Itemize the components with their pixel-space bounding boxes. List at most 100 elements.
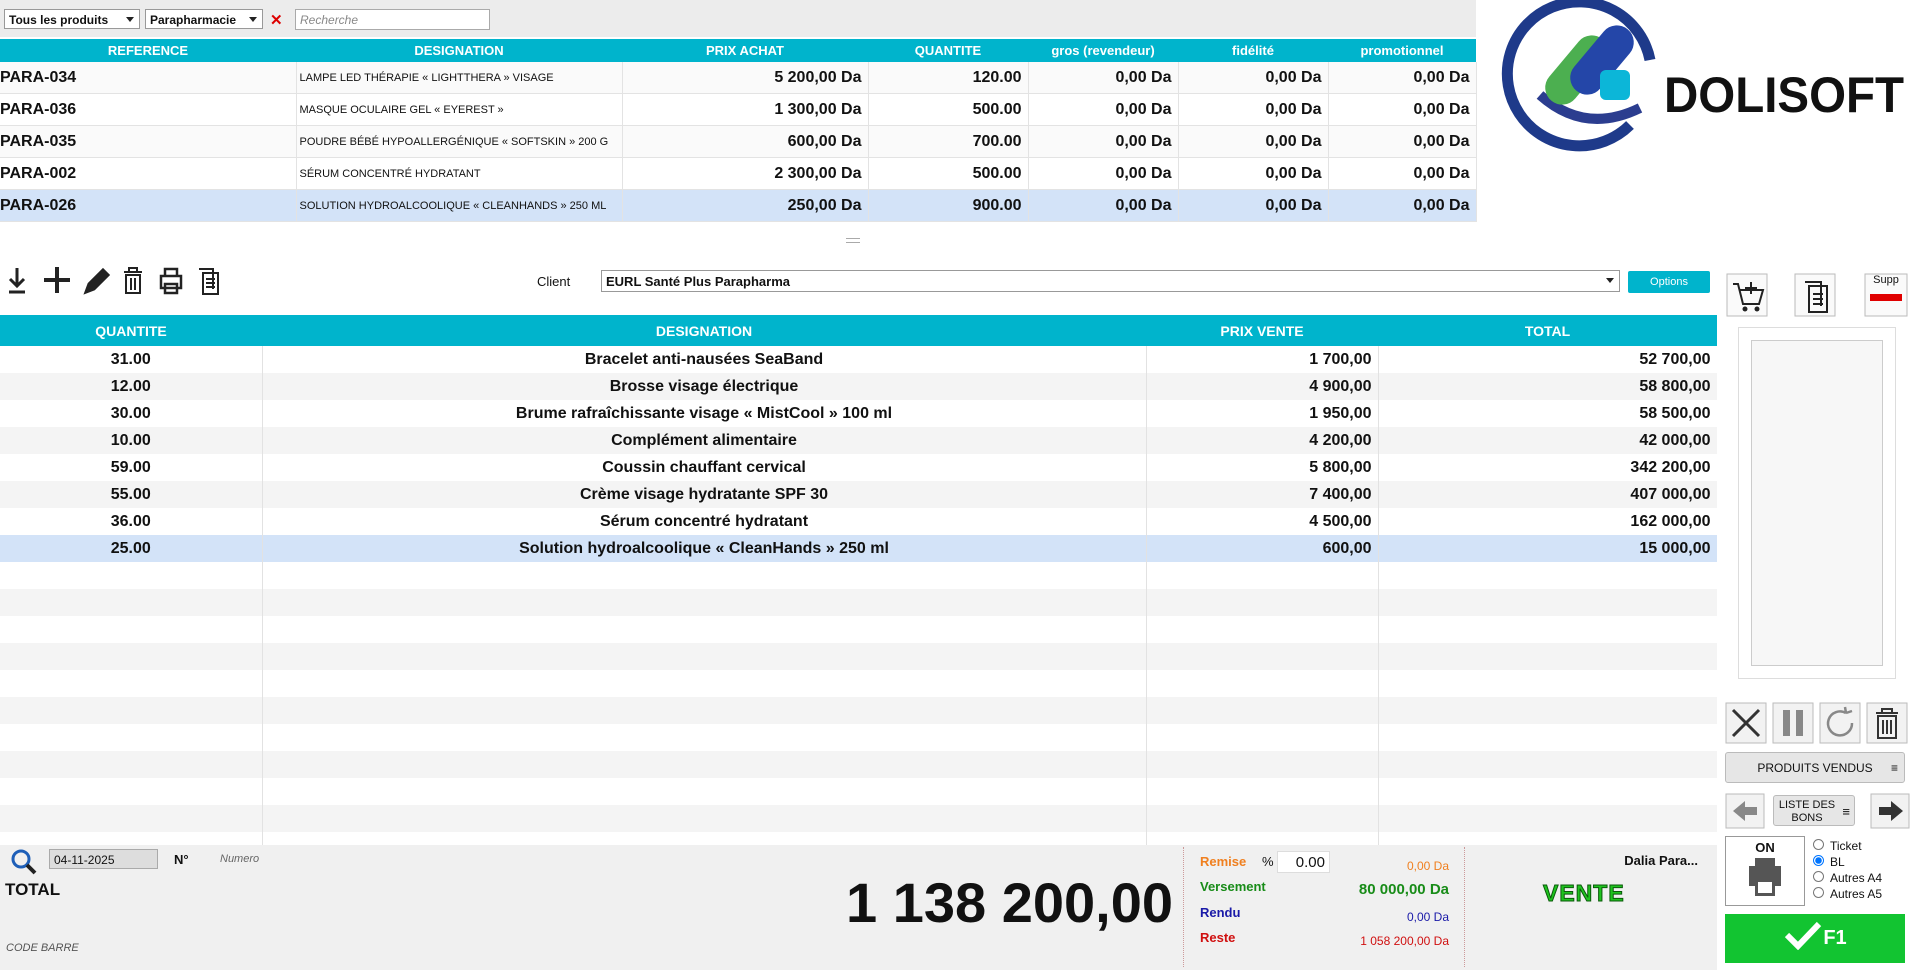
print-option[interactable]: Ticket bbox=[1813, 838, 1882, 854]
search-input[interactable]: Recherche bbox=[295, 9, 490, 30]
client-select[interactable]: EURL Santé Plus Parapharma bbox=[601, 270, 1620, 292]
cell: 0,00 Da bbox=[1028, 62, 1178, 94]
printer-icon bbox=[1726, 855, 1804, 901]
copy-icon[interactable] bbox=[199, 269, 218, 294]
discount-amount: 0,00 Da bbox=[1330, 859, 1449, 873]
toolbar-icons bbox=[0, 262, 240, 298]
cell: 5 800,00 bbox=[1146, 454, 1378, 481]
barcode-label: CODE BARRE bbox=[6, 942, 79, 954]
empty-cell bbox=[262, 643, 1146, 670]
cell: 1 300,00 Da bbox=[622, 94, 868, 126]
refresh-button[interactable] bbox=[1820, 703, 1860, 743]
print-options: Ticket BL Autres A4 Autres A5 bbox=[1813, 838, 1882, 902]
cell: 10.00 bbox=[0, 427, 262, 454]
clear-filter[interactable]: ✕ bbox=[270, 11, 283, 29]
sale-row[interactable]: 25.00Solution hydroalcoolique « CleanHan… bbox=[0, 535, 1717, 562]
cell: Brume rafraîchissante visage « MistCool … bbox=[262, 400, 1146, 427]
printer-toggle[interactable]: ON bbox=[1725, 836, 1805, 906]
sale-row[interactable]: 55.00Crème visage hydratante SPF 307 400… bbox=[0, 481, 1717, 508]
radio[interactable] bbox=[1813, 855, 1824, 866]
option-label: Autres A4 bbox=[1830, 871, 1882, 885]
cell: 0,00 Da bbox=[1028, 126, 1178, 158]
cell: 0,00 Da bbox=[1178, 158, 1328, 190]
family-select[interactable]: Parapharmacie bbox=[145, 9, 263, 29]
cell: 600,00 bbox=[1146, 535, 1378, 562]
percent-sign: % bbox=[1262, 854, 1274, 869]
column-header: PRIX VENTE bbox=[1146, 315, 1378, 346]
supp-label: Supp bbox=[1867, 274, 1905, 286]
pause-button[interactable] bbox=[1773, 703, 1813, 743]
cell: 0,00 Da bbox=[1328, 190, 1476, 222]
empty-cell bbox=[262, 670, 1146, 697]
validate-button[interactable]: F1 bbox=[1725, 914, 1905, 963]
cell: 0,00 Da bbox=[1178, 190, 1328, 222]
cell: 4 200,00 bbox=[1146, 427, 1378, 454]
sale-row[interactable]: 30.00Brume rafraîchissante visage « Mist… bbox=[0, 400, 1717, 427]
empty-cell bbox=[0, 589, 262, 616]
print-option[interactable]: BL bbox=[1813, 854, 1882, 870]
radio[interactable] bbox=[1813, 871, 1824, 882]
splitter[interactable] bbox=[846, 238, 860, 243]
bons-list-button[interactable]: LISTE DES BONS≡ bbox=[1773, 795, 1855, 826]
cell: Complément alimentaire bbox=[262, 427, 1146, 454]
print-option[interactable]: Autres A4 bbox=[1813, 870, 1882, 886]
column-header: gros (revendeur) bbox=[1028, 39, 1178, 62]
cell: Brosse visage électrique bbox=[262, 373, 1146, 400]
discount-input[interactable]: 0.00 bbox=[1277, 851, 1330, 873]
edit-icon[interactable] bbox=[86, 270, 108, 292]
number-label: N° bbox=[174, 852, 189, 867]
cell: PARA-036 bbox=[0, 94, 296, 126]
empty-cell bbox=[0, 724, 262, 751]
cell: 0,00 Da bbox=[1028, 190, 1178, 222]
cell: Sérum concentré hydratant bbox=[262, 508, 1146, 535]
delete-icon[interactable] bbox=[124, 268, 142, 293]
add-icon[interactable] bbox=[44, 267, 70, 293]
empty-cell bbox=[0, 616, 262, 643]
date-input[interactable]: 04-11-2025 bbox=[49, 849, 158, 869]
empty-cell bbox=[0, 778, 262, 805]
radio[interactable] bbox=[1813, 887, 1824, 898]
cell: 0,00 Da bbox=[1328, 126, 1476, 158]
download-icon[interactable] bbox=[9, 268, 25, 292]
print-icon[interactable] bbox=[161, 269, 181, 293]
radio[interactable] bbox=[1813, 839, 1824, 850]
sale-row[interactable]: 31.00Bracelet anti-nausées SeaBand1 700,… bbox=[0, 346, 1717, 373]
logo: DOLISOFT bbox=[1500, 0, 1912, 165]
empty-cell bbox=[1146, 778, 1378, 805]
cell: 7 400,00 bbox=[1146, 481, 1378, 508]
sale-row[interactable]: 59.00Coussin chauffant cervical5 800,003… bbox=[0, 454, 1717, 481]
column-header: promotionnel bbox=[1328, 39, 1476, 62]
option-label: Autres A5 bbox=[1830, 887, 1882, 901]
cell: 59.00 bbox=[0, 454, 262, 481]
product-row[interactable]: PARA-026SOLUTION HYDROALCOOLIQUE « CLEAN… bbox=[0, 190, 1476, 222]
product-row[interactable]: PARA-035POUDRE BÉBÉ HYPOALLERGÉNIQUE « S… bbox=[0, 126, 1476, 158]
cell: 342 200,00 bbox=[1378, 454, 1717, 481]
sale-row[interactable]: 36.00Sérum concentré hydratant4 500,0016… bbox=[0, 508, 1717, 535]
product-row[interactable]: PARA-036MASQUE OCULAIRE GEL « EYEREST »1… bbox=[0, 94, 1476, 126]
products-table: REFERENCEDESIGNATIONPRIX ACHATQUANTITEgr… bbox=[0, 39, 1477, 222]
cell: POUDRE BÉBÉ HYPOALLERGÉNIQUE « SOFTSKIN … bbox=[296, 126, 622, 158]
empty-cell bbox=[262, 697, 1146, 724]
number-input[interactable]: Numero bbox=[220, 853, 259, 865]
product-row[interactable]: PARA-002SÉRUM CONCENTRÉ HYDRATANT2 300,0… bbox=[0, 158, 1476, 190]
paid-label: Versement bbox=[1200, 879, 1266, 894]
empty-cell bbox=[1146, 724, 1378, 751]
cell: 407 000,00 bbox=[1378, 481, 1717, 508]
options-button[interactable]: Options bbox=[1628, 271, 1710, 293]
search-icon[interactable] bbox=[10, 848, 38, 876]
change-label: Rendu bbox=[1200, 905, 1240, 920]
menu-icon: ≡ bbox=[1891, 753, 1898, 784]
product-row[interactable]: PARA-034LAMPE LED THÉRAPIE « LIGHTTHERA … bbox=[0, 62, 1476, 94]
cell: 31.00 bbox=[0, 346, 262, 373]
empty-cell bbox=[1378, 616, 1717, 643]
sale-row[interactable]: 10.00Complément alimentaire4 200,0042 00… bbox=[0, 427, 1717, 454]
cell: 58 500,00 bbox=[1378, 400, 1717, 427]
sold-products-button[interactable]: PRODUITS VENDUS≡ bbox=[1725, 752, 1905, 783]
empty-cell bbox=[1146, 751, 1378, 778]
column-header: QUANTITE bbox=[0, 315, 262, 346]
print-option[interactable]: Autres A5 bbox=[1813, 886, 1882, 902]
category-select[interactable]: Tous les produits bbox=[4, 9, 140, 29]
sale-row[interactable]: 12.00Brosse visage électrique4 900,0058 … bbox=[0, 373, 1717, 400]
